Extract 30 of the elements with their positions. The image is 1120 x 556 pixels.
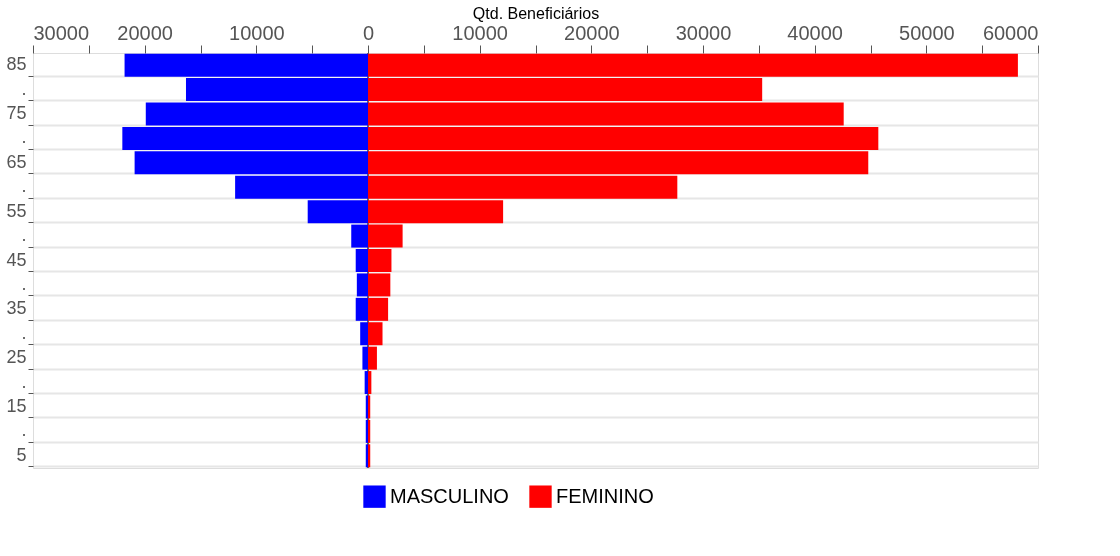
x-tick-label: 60000: [982, 21, 1039, 44]
y-tick-label: 45: [6, 249, 27, 270]
legend-label: MASCULINO: [390, 484, 509, 507]
y-tick-label: 75: [6, 103, 27, 124]
x-axis-title: Qtd. Beneficiários: [472, 4, 600, 22]
y-tick-label: .: [21, 127, 27, 148]
y-tick-label: .: [21, 225, 27, 246]
y-tick-label: 85: [6, 54, 27, 75]
x-tick-label: 20000: [564, 21, 620, 44]
x-tick-label: 10000: [229, 21, 285, 44]
y-tick-label: 55: [6, 200, 27, 221]
x-tick-label: 10000: [452, 21, 508, 44]
x-tick-label: 30000: [675, 21, 732, 44]
y-tick-label: .: [21, 371, 27, 392]
x-tick-label: 0: [362, 21, 375, 44]
y-tick-label: .: [21, 322, 27, 343]
y-tick-label: .: [21, 78, 27, 99]
y-tick-label: .: [21, 420, 27, 441]
y-tick-label: .: [21, 176, 27, 197]
y-tick-label: 65: [6, 151, 27, 172]
legend-label: FEMININO: [556, 484, 654, 507]
x-tick-label: 50000: [899, 21, 955, 44]
x-tick-label: 40000: [787, 21, 843, 44]
y-tick-label: 5: [16, 444, 27, 465]
y-tick-label: 35: [6, 298, 27, 319]
x-tick-label: 20000: [117, 21, 173, 44]
x-tick-label: 30000: [33, 21, 90, 44]
y-tick-label: .: [21, 273, 27, 294]
y-tick-label: 15: [6, 395, 27, 416]
y-tick-label: 25: [6, 347, 27, 368]
